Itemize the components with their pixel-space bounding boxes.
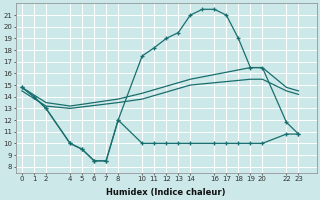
X-axis label: Humidex (Indice chaleur): Humidex (Indice chaleur) [107, 188, 226, 197]
